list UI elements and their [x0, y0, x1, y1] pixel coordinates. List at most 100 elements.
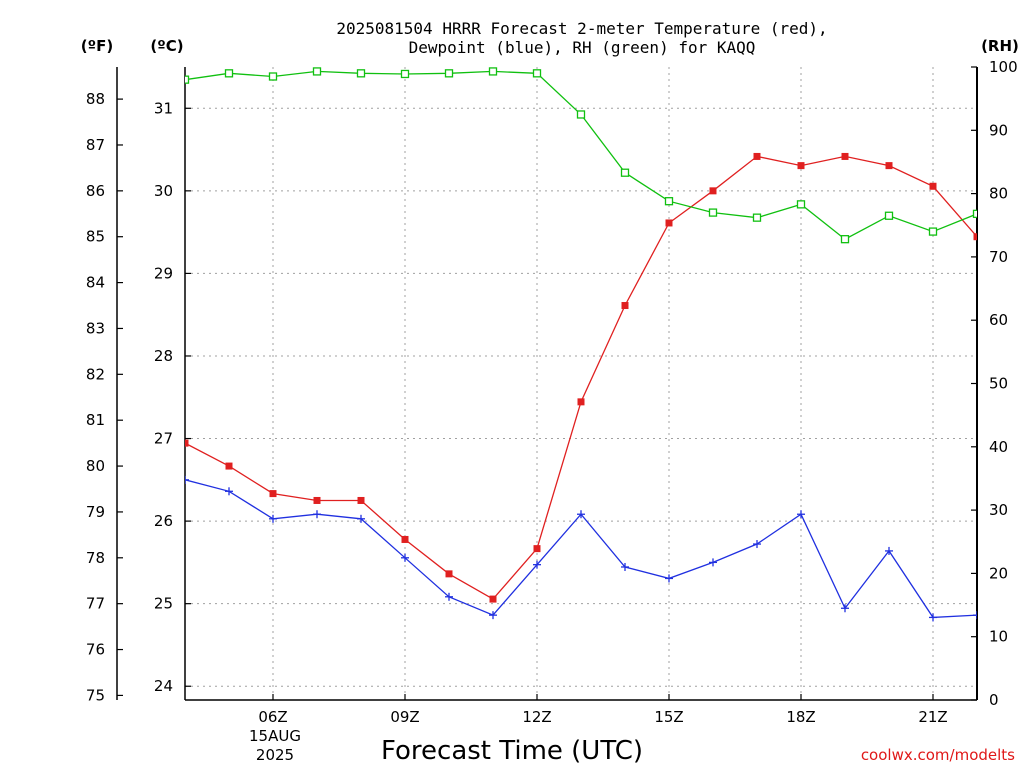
fahrenheit-tick-label: 82 [86, 365, 105, 383]
chart-title-line2: Dewpoint (blue), RH (green) for KAQQ [409, 38, 756, 57]
rh-tick-label: 10 [989, 628, 1008, 646]
temperature-point [313, 496, 321, 504]
temperature-point [929, 182, 937, 190]
dewpoint-point [577, 510, 585, 519]
series-layer [185, 67, 977, 622]
series-line-rh [185, 70, 977, 240]
rh-tick-label: 60 [989, 311, 1008, 329]
dewpoint-point [445, 592, 453, 601]
temperature-point [225, 462, 233, 470]
celsius-tick-label: 26 [154, 512, 173, 530]
rh-point [400, 69, 410, 79]
celsius-tick-label: 30 [154, 182, 173, 200]
dewpoint-point [841, 604, 849, 613]
time-axis: 06Z 09Z 12Z 15Z 18Z 21Z [258, 694, 948, 726]
fahrenheit-tick-label: 85 [86, 228, 105, 246]
axes [116, 67, 978, 701]
rh-tick-label: 50 [989, 375, 1008, 393]
fahrenheit-tick-label: 77 [86, 595, 105, 613]
dewpoint-point [885, 546, 893, 555]
dewpoint-point [401, 553, 409, 562]
time-tick-label: 06Z [258, 708, 287, 726]
rh-point [664, 197, 674, 206]
dewpoint-point [753, 540, 761, 549]
temperature-point [621, 302, 629, 310]
fahrenheit-tick-label: 86 [86, 182, 105, 200]
rh-tick-label: 40 [989, 438, 1008, 456]
celsius-axis: 24 25 26 27 28 29 30 31 [154, 99, 191, 695]
temperature-point [665, 219, 673, 227]
rh-unit-label: (RH) [981, 37, 1019, 55]
series-line-dewpoint [185, 479, 977, 619]
dewpoint-point [313, 510, 321, 519]
rh-tick-label: 70 [989, 248, 1008, 266]
dewpoint-point [665, 574, 673, 583]
dewpoint-point [489, 611, 497, 620]
rh-point [796, 200, 806, 209]
celsius-tick-label: 25 [154, 595, 173, 613]
celsius-tick-label: 31 [154, 99, 173, 117]
fahrenheit-tick-label: 88 [86, 90, 105, 108]
rh-tick-label: 0 [989, 691, 999, 709]
rh-point [972, 209, 977, 219]
series-dewpoint [185, 475, 977, 622]
chart-title-line1: 2025081504 HRRR Forecast 2-meter Tempera… [336, 19, 827, 38]
temperature-point [841, 152, 849, 160]
temperature-point [753, 152, 761, 160]
temperature-point [577, 398, 585, 406]
temperature-point [533, 545, 541, 553]
rh-tick-label: 30 [989, 501, 1008, 519]
fahrenheit-tick-label: 80 [86, 457, 105, 475]
temperature-point [885, 162, 893, 170]
temperature-point [489, 595, 497, 603]
x-axis-title: Forecast Time (UTC) [381, 736, 643, 766]
celsius-tick-label: 24 [154, 677, 173, 695]
rh-point [185, 75, 190, 84]
rh-point [356, 69, 366, 78]
watermark: coolwx.com/modelts [861, 746, 1015, 764]
rh-tick-label: 20 [989, 564, 1008, 582]
rh-point [928, 227, 938, 236]
grid-lines [185, 67, 977, 700]
rh-point [884, 211, 894, 220]
temperature-point [973, 233, 977, 241]
dewpoint-point [225, 487, 233, 496]
fahrenheit-tick-label: 83 [86, 319, 105, 337]
fahrenheit-tick-label: 78 [86, 549, 105, 567]
celsius-tick-label: 27 [154, 430, 173, 448]
rh-point [532, 69, 542, 78]
fahrenheit-tick-label: 75 [86, 686, 105, 704]
date-label-year: 2025 [256, 746, 294, 764]
fahrenheit-tick-label: 76 [86, 641, 105, 659]
dewpoint-point [533, 560, 541, 569]
rh-point [620, 168, 630, 177]
rh-tick-label: 80 [989, 185, 1008, 203]
series-temperature [185, 152, 977, 603]
date-label-day: 15AUG [249, 727, 301, 745]
temperature-point [797, 162, 805, 170]
fahrenheit-unit-label: (ºF) [81, 37, 113, 55]
dewpoint-point [709, 558, 717, 567]
rh-tick-label: 90 [989, 121, 1008, 139]
celsius-tick-label: 28 [154, 347, 173, 365]
temperature-point [269, 490, 277, 498]
dewpoint-point [621, 562, 629, 571]
series-rh [185, 67, 977, 244]
celsius-unit-label: (ºC) [150, 37, 183, 55]
rh-point [224, 69, 234, 78]
time-tick-label: 12Z [522, 708, 551, 726]
rh-point [444, 69, 454, 78]
dewpoint-point [797, 510, 805, 519]
temperature-point [401, 535, 409, 543]
rh-point [488, 67, 498, 76]
temperature-point [185, 439, 189, 447]
time-tick-label: 09Z [390, 708, 419, 726]
fahrenheit-axis: 75 76 77 78 79 80 81 82 83 84 85 86 87 88 [86, 90, 123, 704]
rh-point [840, 235, 850, 244]
dewpoint-point [185, 475, 189, 484]
fahrenheit-tick-label: 81 [86, 411, 105, 429]
temperature-point [445, 570, 453, 578]
fahrenheit-tick-label: 79 [86, 503, 105, 521]
dewpoint-point [929, 613, 937, 622]
